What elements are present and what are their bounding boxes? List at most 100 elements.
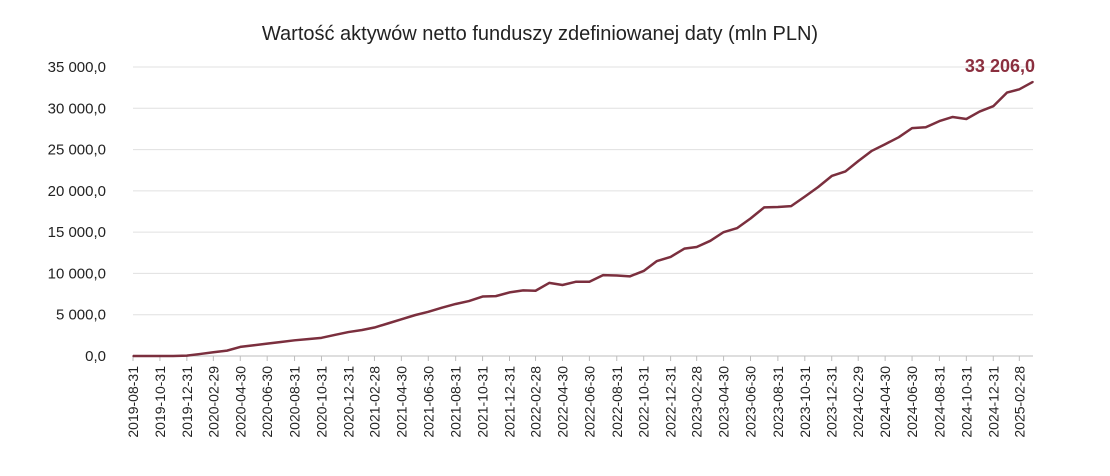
data-point: [454, 303, 457, 305]
data-point: [387, 322, 389, 325]
x-tick-label: 2024-08-31: [931, 366, 947, 438]
y-tick-label: 25 000,0: [48, 142, 106, 159]
data-point: [763, 206, 765, 209]
data-point: [239, 346, 242, 348]
x-tick-label: 2020-04-30: [232, 366, 248, 438]
y-tick-label: 5 000,0: [56, 307, 106, 324]
x-axis: 2019-08-31 2019-10-31 2019-12-31 2020-02-29…: [125, 356, 1027, 438]
chart-title: Wartość aktywów netto funduszy zdefiniow…: [262, 23, 818, 45]
data-point: [629, 275, 631, 278]
x-tick-label: 2025-02-28: [1011, 366, 1027, 438]
x-tick-label: 2021-06-30: [420, 366, 436, 438]
data-point: [495, 295, 497, 297]
data-point: [427, 311, 430, 313]
x-tick-label: 2022-08-31: [609, 366, 625, 438]
x-tick-label: 2022-06-30: [581, 366, 597, 438]
data-point: [212, 351, 215, 354]
data-point: [965, 118, 968, 120]
data-point: [978, 110, 981, 113]
data-point: [266, 342, 268, 345]
data-point: [951, 116, 954, 118]
x-tick-label: 2023-06-30: [743, 366, 759, 438]
data-point: [293, 339, 296, 342]
x-tick-label: 2019-10-31: [152, 366, 168, 438]
data-point: [145, 355, 148, 357]
data-point: [749, 217, 752, 220]
plot-area: 33 206,0: [132, 56, 1035, 358]
data-point: [561, 284, 564, 286]
x-tick-label: 2019-12-31: [179, 366, 195, 438]
x-tick-label: 2023-04-30: [716, 366, 732, 438]
data-point: [373, 326, 376, 329]
data-point: [898, 136, 900, 138]
data-point: [481, 295, 484, 298]
data-point: [790, 205, 792, 207]
data-point: [280, 341, 282, 343]
y-tick-label: 15 000,0: [48, 224, 106, 241]
x-tick-label: 2024-02-29: [850, 366, 866, 438]
y-tick-label: 30 000,0: [48, 100, 106, 117]
data-point: [172, 355, 174, 357]
x-tick-label: 2021-12-31: [502, 366, 518, 438]
data-point: [226, 349, 228, 352]
x-tick-label: 2021-04-30: [393, 366, 409, 438]
x-tick-label: 2020-10-31: [313, 366, 329, 438]
data-point: [884, 143, 886, 146]
x-tick-label: 2023-10-31: [797, 366, 813, 438]
data-point: [924, 126, 927, 129]
data-point: [468, 300, 470, 302]
data-point: [361, 329, 363, 331]
data-point: [575, 280, 577, 283]
data-point: [656, 260, 658, 262]
x-tick-label: 2020-06-30: [259, 366, 275, 438]
y-tick-label: 20 000,0: [48, 183, 106, 200]
data-point: [1018, 88, 1021, 91]
data-point: [803, 195, 806, 198]
x-tick-label: 2021-10-31: [475, 366, 491, 438]
data-point: [830, 175, 833, 177]
data-point: [522, 289, 524, 292]
data-point: [548, 282, 551, 284]
data-point: [588, 280, 591, 283]
x-tick-label: 2023-12-31: [824, 366, 840, 438]
y-tick-label: 10 000,0: [48, 265, 106, 282]
data-point: [441, 306, 443, 309]
x-tick-label: 2023-02-28: [689, 366, 705, 438]
data-point: [911, 127, 913, 129]
x-tick-label: 2024-12-31: [985, 366, 1001, 438]
data-point: [709, 240, 712, 242]
data-point: [695, 246, 698, 248]
x-tick-label: 2024-10-31: [958, 366, 974, 438]
y-axis: 0,0 5 000,0 10 000,0 15 000,0 20 000,0 25 000…: [48, 59, 106, 365]
x-tick-label: 2023-08-31: [770, 366, 786, 438]
data-point: [736, 227, 739, 229]
x-tick-label: 2020-08-31: [287, 366, 303, 438]
data-point: [817, 186, 819, 188]
x-tick-label: 2022-04-30: [554, 366, 570, 438]
data-point: [844, 170, 847, 173]
data-point: [615, 274, 618, 277]
x-tick-label: 2019-08-31: [125, 366, 141, 438]
data-point: [1006, 91, 1008, 94]
data-point: [414, 314, 416, 316]
series-line: [133, 80, 1034, 358]
y-tick-label: 35 000,0: [48, 59, 106, 76]
data-point: [992, 105, 995, 108]
x-tick-label: 2024-04-30: [877, 366, 893, 438]
data-point: [642, 270, 645, 272]
data-point: [871, 150, 873, 152]
x-tick-label: 2022-12-31: [663, 366, 679, 438]
x-tick-label: 2024-06-30: [904, 366, 920, 438]
data-point: [199, 353, 202, 355]
data-point: [253, 344, 255, 347]
y-tick-label: 0,0: [85, 348, 106, 365]
data-point: [777, 206, 779, 208]
x-tick-label: 2022-10-31: [636, 366, 652, 438]
x-tick-label: 2020-12-31: [340, 366, 356, 438]
data-point: [347, 331, 350, 333]
data-point: [669, 256, 672, 258]
x-tick-label: 2021-02-28: [366, 366, 382, 438]
last-value-label: 33 206,0: [965, 56, 1035, 76]
